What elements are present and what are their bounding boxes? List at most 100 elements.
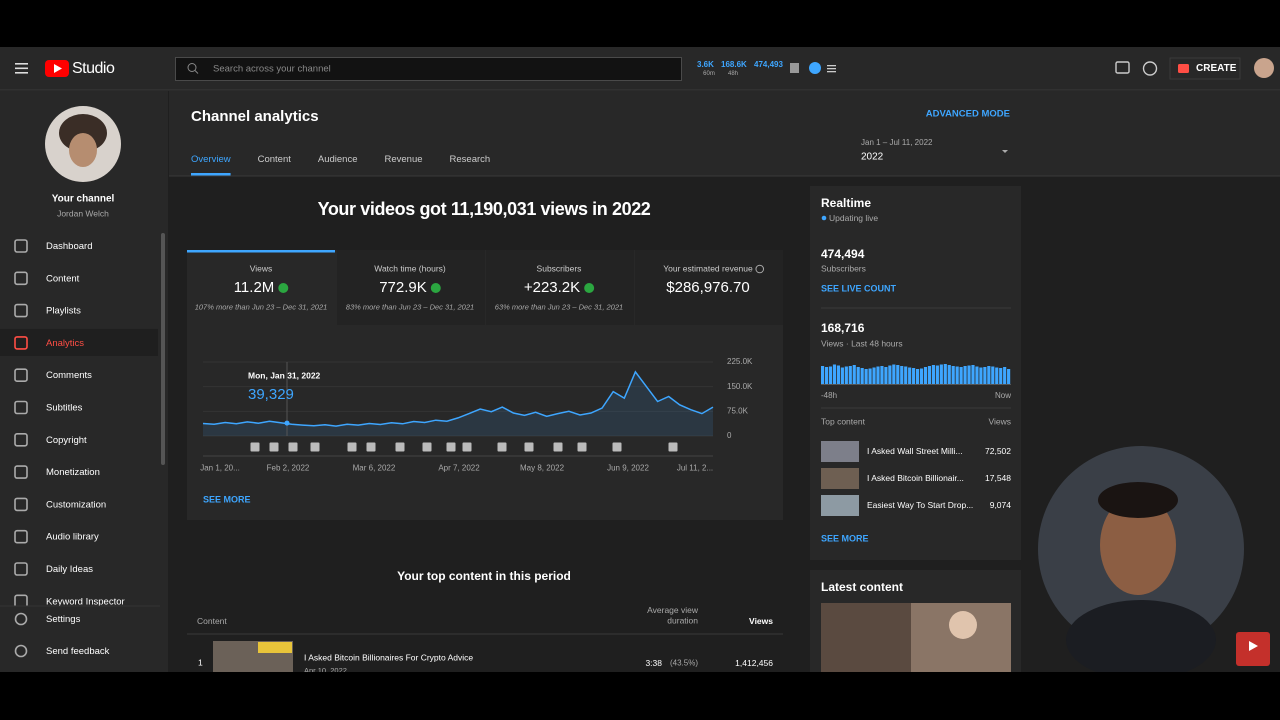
- account-avatar[interactable]: [1254, 58, 1274, 78]
- tab[interactable]: Content: [258, 154, 292, 165]
- nav-item[interactable]: Audio library: [46, 532, 99, 543]
- create-button[interactable]: [1169, 57, 1241, 80]
- y-tick-label: 150.0K: [727, 382, 753, 391]
- advanced-mode[interactable]: ADVANCED MODE: [926, 109, 1010, 120]
- thumbnail[interactable]: [821, 468, 859, 489]
- bar: [939, 364, 943, 384]
- item-title[interactable]: Easiest Way To Start Drop...: [867, 500, 973, 510]
- bar: [1007, 369, 1011, 384]
- see-live-count[interactable]: SEE LIVE COUNT: [821, 283, 897, 293]
- nav-item[interactable]: Comments: [46, 370, 92, 381]
- x-tick-label: Mar 6, 2022: [353, 464, 396, 473]
- event-icon[interactable]: [422, 442, 432, 452]
- messages-icon[interactable]: [1115, 61, 1130, 74]
- event-icon[interactable]: [577, 442, 587, 452]
- create-label[interactable]: CREATE: [1196, 63, 1237, 74]
- menu-button[interactable]: [15, 63, 28, 74]
- bars-end-label: Now: [995, 391, 1011, 400]
- latest-title: Latest content: [821, 580, 903, 594]
- event-icon[interactable]: [366, 442, 376, 452]
- date-range[interactable]: Jan 1 – Jul 11, 2022: [861, 138, 933, 147]
- nav-item[interactable]: Send feedback: [46, 646, 110, 657]
- event-icon[interactable]: [524, 442, 534, 452]
- item-title[interactable]: I Asked Bitcoin Billionair...: [867, 473, 964, 483]
- event-icon[interactable]: [553, 442, 563, 452]
- tab[interactable]: Revenue: [385, 154, 423, 165]
- event-icon[interactable]: [446, 442, 456, 452]
- tooltip-value: 39,329: [248, 386, 294, 403]
- search-box[interactable]: [175, 57, 682, 81]
- event-icon[interactable]: [269, 442, 279, 452]
- search-placeholder[interactable]: Search across your channel: [213, 64, 331, 75]
- nav-item[interactable]: Playlists: [46, 306, 81, 317]
- tab[interactable]: Research: [450, 154, 491, 165]
- event-icon[interactable]: [395, 442, 405, 452]
- duration: 3:38: [645, 658, 662, 668]
- event-icon[interactable]: [668, 442, 678, 452]
- y-tick-label: 75.0K: [727, 406, 749, 415]
- headline: Your videos got 11,190,031 views in 2022: [318, 199, 651, 219]
- channel-title[interactable]: Your channel: [52, 194, 115, 205]
- bar: [844, 366, 848, 384]
- realtime-title: Realtime: [821, 196, 871, 210]
- thumbnail[interactable]: [821, 495, 859, 516]
- nav-item[interactable]: Content: [46, 273, 80, 284]
- nav-icon: [14, 336, 28, 350]
- logo-text[interactable]: Studio: [72, 60, 115, 77]
- nav-icon: [14, 400, 28, 415]
- nav-item[interactable]: Subtitles: [46, 403, 83, 414]
- bar: [999, 368, 1003, 384]
- subscribe-badge[interactable]: [1236, 632, 1270, 666]
- dropdown-arrow[interactable]: [1002, 150, 1008, 153]
- thumbnail[interactable]: [821, 441, 859, 462]
- nav-item[interactable]: Copyright: [46, 435, 87, 446]
- metric-note: 83% more than Jun 23 – Dec 31, 2021: [346, 302, 474, 311]
- bar: [947, 365, 951, 384]
- webcam-face: [1100, 495, 1176, 595]
- event-icon[interactable]: [250, 442, 260, 452]
- metric-tab[interactable]: [635, 250, 783, 325]
- stats-menu[interactable]: [827, 65, 836, 67]
- latest-thumbnail-part: [821, 603, 911, 672]
- metric-tab[interactable]: [187, 250, 335, 325]
- event-icon[interactable]: [347, 442, 357, 452]
- bottom-nav: Settings Send feedback: [14, 612, 110, 658]
- date-preset[interactable]: 2022: [861, 152, 884, 163]
- webcam-hair: [1098, 482, 1178, 518]
- logo-play: [54, 64, 62, 73]
- event-icon[interactable]: [310, 442, 320, 452]
- event-icon[interactable]: [497, 442, 507, 452]
- stats[interactable]: 3.6K 60m 168.6K 48h 474,493: [697, 60, 783, 77]
- tab[interactable]: Overview: [191, 154, 231, 165]
- tab[interactable]: Audience: [318, 154, 358, 165]
- nav-item[interactable]: Settings: [46, 614, 81, 625]
- nav-item[interactable]: Analytics: [46, 338, 84, 349]
- bar: [821, 366, 825, 384]
- tabs: Overview Content Audience Revenue Research: [191, 154, 491, 176]
- see-more[interactable]: SEE MORE: [821, 533, 869, 543]
- bar: [824, 367, 829, 384]
- help-icon[interactable]: [1142, 61, 1158, 76]
- nav-icon: [14, 612, 28, 626]
- event-icon[interactable]: [462, 442, 472, 452]
- nav-item[interactable]: Keyword Inspector: [46, 596, 125, 607]
- nav-item[interactable]: Daily Ideas: [46, 564, 93, 575]
- bar: [832, 364, 837, 384]
- video-date: Apr 10, 2022: [304, 666, 347, 675]
- nav-item[interactable]: Dashboard: [46, 241, 92, 252]
- scrollbar[interactable]: [161, 233, 165, 465]
- nav-item[interactable]: Customization: [46, 499, 106, 510]
- item-title[interactable]: I Asked Wall Street Milli...: [867, 446, 963, 456]
- event-icon[interactable]: [612, 442, 622, 452]
- duration-percent: (43.5%): [670, 659, 698, 668]
- hover-point: [284, 420, 290, 426]
- metric-note: 63% more than Jun 23 – Dec 31, 2021: [495, 302, 623, 311]
- nav-item[interactable]: Monetization: [46, 467, 100, 478]
- see-more[interactable]: SEE MORE: [203, 494, 251, 504]
- top-content-table: Content Average view duration Views 1 I Asked…: [187, 605, 783, 681]
- video-title[interactable]: I Asked Bitcoin Billionaires For Crypto …: [304, 652, 473, 662]
- event-icon[interactable]: [288, 442, 298, 452]
- metric-tab[interactable]: [337, 250, 485, 325]
- metric-tab[interactable]: [486, 250, 634, 325]
- nav-icon: [14, 465, 28, 479]
